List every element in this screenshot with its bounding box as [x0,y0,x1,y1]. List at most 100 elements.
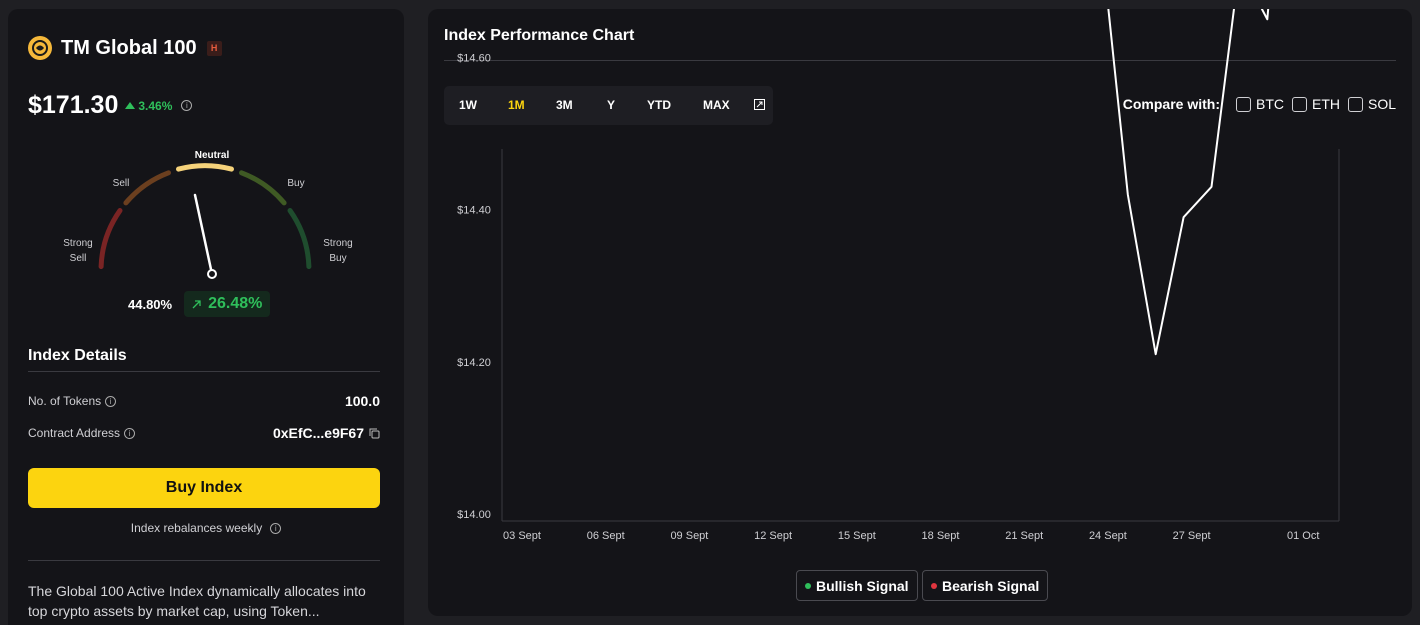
price-change: 3.46% [125,99,172,113]
legend-bearish-label: Bearish Signal [942,577,1040,594]
x-tick-label: 15 Sept [838,530,876,542]
contract-value: 0xEfC...e9F67 [273,425,380,441]
up-triangle-icon [125,101,136,109]
x-tick-label: 09 Sept [670,530,708,542]
x-tick-label: 27 Sept [1173,530,1211,542]
price-change-value: 3.46% [138,98,173,113]
index-series-line [1107,9,1270,356]
index-price: $171.30 [28,91,119,119]
data-point [1211,186,1212,188]
tokens-label-text: No. of Tokens [28,394,102,408]
x-tick-label: 21 Sept [1005,530,1043,542]
index-name: TM Global 100 [61,36,197,59]
copy-icon[interactable] [369,428,380,439]
compare-label: Compare with: [1122,96,1220,112]
y-tick-label: $14.60 [457,52,491,64]
sentiment-gauge: Neutral Sell Buy Strong Sell Strong Buy [63,150,353,279]
compare-btc-checkbox[interactable]: BTC [1235,96,1284,112]
contract-label: Contract Address i [28,426,136,440]
contract-address: 0xEfC...e9F67 [272,425,364,441]
sentiment-percent-row: 44.80% 26.48% [128,291,271,317]
range-tab-max[interactable]: MAX [703,98,730,112]
tokens-label: No. of Tokens i [28,394,117,408]
tokens-row: No. of Tokens i 100.0 [28,393,380,409]
chart-panel: Index Performance Chart 1W 1M 3M Y YTD M… [428,9,1412,616]
data-point [1266,18,1268,20]
chart-title: Index Performance Chart [444,27,635,44]
range-tab-1m[interactable]: 1M [508,98,525,112]
index-description: The Global 100 Active Index dynamically … [28,583,366,619]
index-title-row: TM Global 100 H [28,36,222,60]
legend-bullish-label: Bullish Signal [816,577,909,594]
y-tick-label: $14.20 [457,357,491,369]
x-tick-label: 24 Sept [1089,530,1127,542]
rebalance-note: Index rebalances weekly i [8,521,404,535]
gauge-label-neutral: Neutral [195,150,230,161]
gauge-label-strong-buy-1: Strong [323,238,352,249]
range-tab-y[interactable]: Y [607,98,616,112]
buy-index-button[interactable]: Buy Index [28,468,380,508]
gauge-neutral-segment [176,163,234,172]
sentiment-change-badge: 26.48% [184,291,271,317]
price-row: $171.30 3.46% i [28,91,193,120]
checkbox-box[interactable] [1347,96,1363,112]
legend-bearish-signal[interactable]: Bearish Signal [922,570,1049,601]
compare-controls: Compare with: BTC ETH SOL [1123,96,1396,112]
x-tick-label: 01 Oct [1287,530,1319,542]
gauge-label-strong-sell-2: Sell [70,253,87,264]
range-tabs: 1W 1M 3M Y YTD MAX [444,86,773,125]
data-point [1127,193,1129,195]
gauge-strong-buy-segment [287,208,312,270]
info-icon[interactable]: i [181,100,193,111]
bullish-dot-icon [805,582,811,589]
index-details-title: Index Details [28,347,127,364]
contract-row: Contract Address i 0xEfC...e9F67 [28,425,380,441]
index-summary-panel: TM Global 100 H $171.30 3.46% i Neutral … [8,9,404,625]
contract-label-text: Contract Address [28,426,121,440]
checkbox-box[interactable] [1235,96,1251,112]
gauge-label-strong-buy-2: Buy [329,253,346,264]
divider [28,371,380,372]
compare-sol-checkbox[interactable]: SOL [1347,96,1396,112]
divider [28,560,380,561]
range-tab-ytd[interactable]: YTD [647,98,671,112]
x-tick-label: 12 Sept [754,530,792,542]
y-tick-label: $14.40 [457,205,491,217]
range-tab-3m[interactable]: 3M [556,98,573,112]
gauge-needle [193,193,214,276]
x-tick-label: 03 Sept [503,530,541,542]
legend-bullish-signal[interactable]: Bullish Signal [796,570,918,601]
sentiment-left-percent: 44.80% [128,296,173,312]
info-icon[interactable]: i [105,395,117,407]
info-icon[interactable]: i [124,427,136,439]
compare-eth-checkbox[interactable]: ETH [1291,96,1340,112]
data-point [1155,353,1157,355]
checkbox-box[interactable] [1291,96,1307,112]
compare-eth-label: ETH [1311,96,1340,112]
performance-chart[interactable]: $16.20$16.00$15.80$15.60$15.40$15.20$15.… [428,9,1412,569]
x-tick-label: 18 Sept [922,530,960,542]
gauge-sell-segment [123,170,171,206]
expand-icon[interactable] [754,99,765,110]
gauge-label-buy: Buy [287,178,304,189]
compare-btc-label: BTC [1255,96,1284,112]
info-icon[interactable]: i [270,522,282,534]
index-badge: H [206,40,222,56]
gauge-label-strong-sell-1: Strong [63,238,92,249]
rebalance-text: Index rebalances weekly [130,521,263,535]
arrow-up-right-icon [192,299,201,308]
divider [444,60,1396,61]
gauge-label-sell: Sell [113,178,130,189]
y-tick-label: $14.00 [457,509,491,521]
gauge-buy-segment [239,170,287,206]
gauge-strong-sell-segment [98,208,123,270]
data-point [1183,216,1185,218]
bearish-dot-icon [931,582,937,589]
gauge-pivot [207,269,217,279]
compare-sol-label: SOL [1367,96,1396,112]
index-logo-icon [28,36,52,60]
sentiment-right-percent: 26.48% [208,295,263,312]
range-tab-1w[interactable]: 1W [459,98,477,112]
tokens-value: 100.0 [344,393,380,409]
x-tick-label: 06 Sept [587,530,625,542]
